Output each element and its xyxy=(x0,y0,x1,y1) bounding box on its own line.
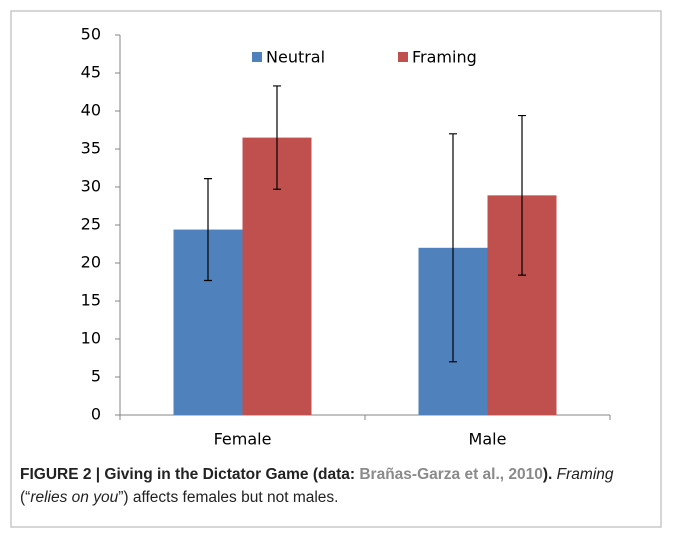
error-bar xyxy=(204,178,212,282)
caption-text: ). xyxy=(542,466,553,483)
error-bar xyxy=(273,85,281,190)
y-tick-label: 50 xyxy=(81,25,101,44)
caption-text: FIGURE 2 | Giving in the Dictator Game (… xyxy=(20,466,360,483)
y-tick-label: 10 xyxy=(81,329,101,348)
caption-link[interactable]: Brañas-Garza et al., 2010 xyxy=(359,466,543,483)
legend-label: Neutral xyxy=(266,48,325,67)
x-tick-label: Female xyxy=(214,430,272,449)
y-tick-label: 30 xyxy=(81,177,101,196)
y-tick-label: 0 xyxy=(91,405,101,424)
y-tick-label: 40 xyxy=(81,101,101,120)
legend-swatch xyxy=(398,52,408,62)
legend-label: Framing xyxy=(412,48,477,67)
error-bar xyxy=(518,114,526,276)
error-bar xyxy=(449,133,457,363)
x-tick-label: Male xyxy=(469,430,507,449)
caption-text: Framing xyxy=(556,466,614,483)
y-tick-label: 5 xyxy=(91,367,101,386)
caption-text: ”) affects females but not males. xyxy=(118,489,339,506)
y-tick-label: 35 xyxy=(81,139,101,158)
caption: FIGURE 2 | Giving in the Dictator Game (… xyxy=(20,463,660,509)
y-tick-label: 15 xyxy=(81,291,101,310)
y-tick-label: 20 xyxy=(81,253,101,272)
y-tick-label: 25 xyxy=(81,215,101,234)
caption-text: (“ xyxy=(20,489,31,506)
y-tick-label: 45 xyxy=(81,63,101,82)
caption-text: relies on you xyxy=(30,489,119,506)
legend-swatch xyxy=(252,52,262,62)
frame xyxy=(10,10,662,528)
